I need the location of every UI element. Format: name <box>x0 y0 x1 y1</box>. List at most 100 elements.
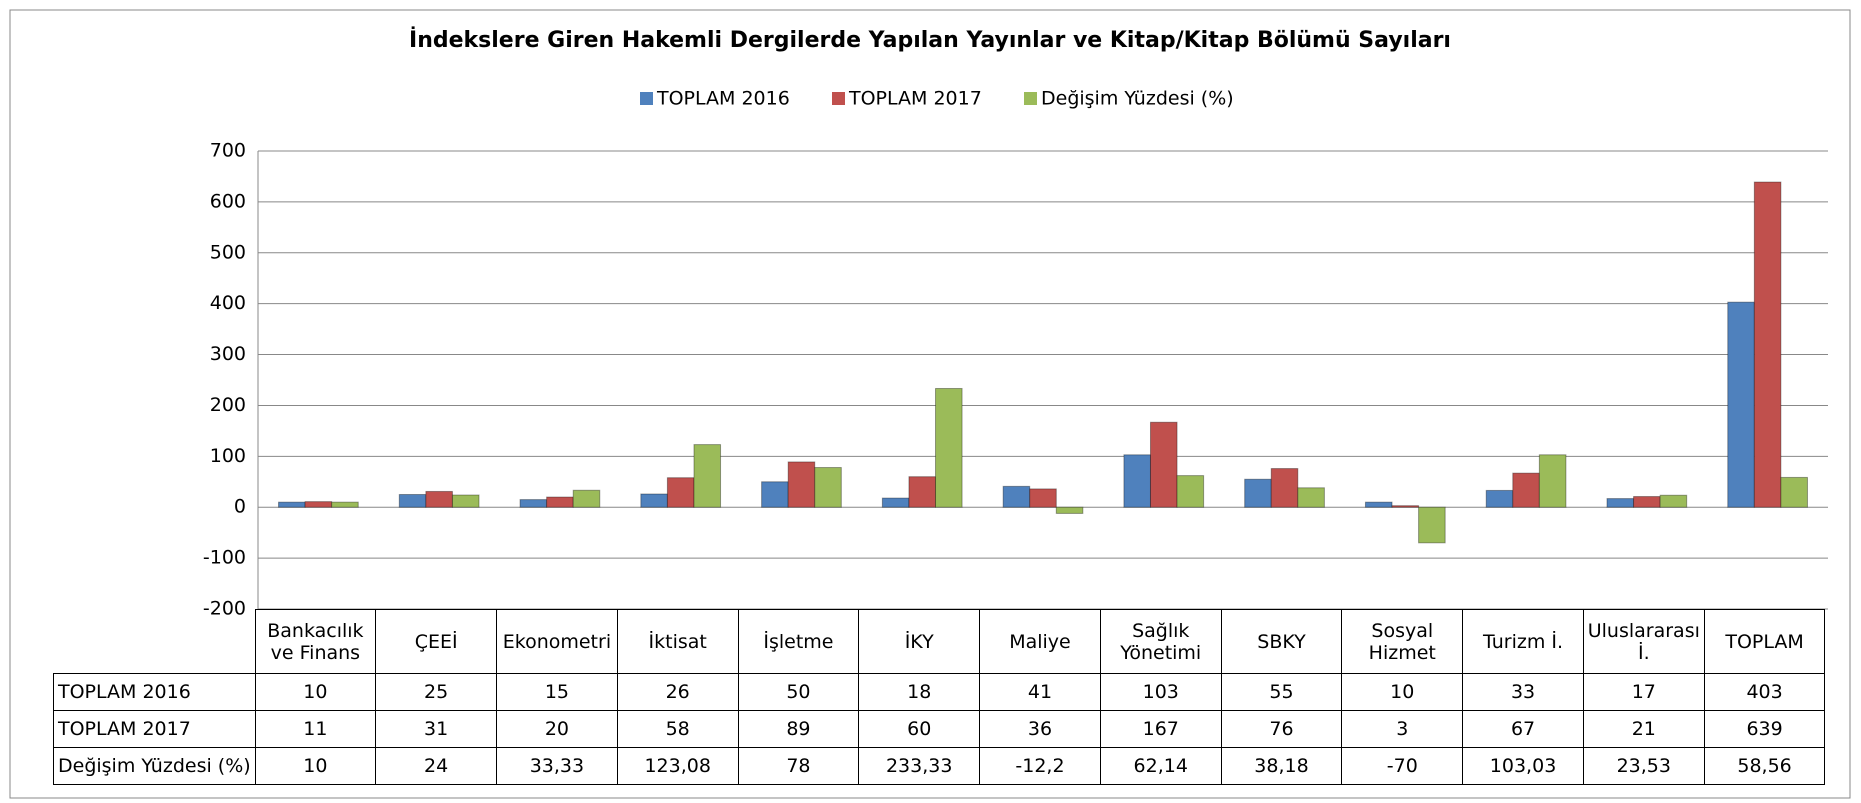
x-tick-label: TOPLAM <box>1703 609 1826 674</box>
table-cell: 78 <box>737 747 860 785</box>
legend-swatch <box>1024 92 1037 105</box>
y-tick-label: -100 <box>203 547 246 569</box>
legend-label: Değişim Yüzdesi (%) <box>1041 88 1234 110</box>
table-cell: 167 <box>1099 710 1222 748</box>
bar <box>1512 472 1540 508</box>
bar <box>1391 505 1420 508</box>
table-cell: 36 <box>979 710 1101 748</box>
bar <box>881 497 910 508</box>
bar <box>519 499 548 508</box>
bar <box>1780 476 1808 508</box>
x-tick-label: Sağlık Yönetimi <box>1099 609 1222 674</box>
bar <box>451 494 480 508</box>
table-cell: 89 <box>737 710 860 748</box>
table-row: Değişim Yüzdesi (%) 10 24 33,33 123,08 78 233,… <box>53 747 1826 785</box>
table-cell: 67 <box>1462 710 1584 748</box>
table-cell: 10 <box>254 747 377 785</box>
y-tick-label: -200 <box>203 598 246 620</box>
bar <box>693 444 722 508</box>
y-tick-label: 200 <box>210 394 246 416</box>
table-cell: -12,2 <box>979 747 1101 785</box>
bar <box>304 501 333 508</box>
bar <box>761 481 789 508</box>
chart-border <box>9 9 1851 799</box>
legend-swatch <box>832 92 845 105</box>
x-tick-label: Sosyal Hizmet <box>1341 609 1464 674</box>
table-cell: 62,14 <box>1099 747 1222 785</box>
bar <box>787 461 816 508</box>
bar <box>666 477 695 508</box>
x-tick-label: İşletme <box>737 609 860 674</box>
table-cell: 24 <box>375 747 498 785</box>
y-tick-label: 100 <box>210 445 246 467</box>
bar <box>331 501 359 508</box>
bar <box>1538 454 1567 508</box>
table-cell: 33,33 <box>496 747 618 785</box>
x-tick-label: Bankacılık ve Finans <box>254 609 377 674</box>
table-cell: -70 <box>1341 747 1464 785</box>
bar <box>1123 454 1151 508</box>
bar <box>1002 485 1031 508</box>
x-tick-label: Turizm İ. <box>1462 609 1584 674</box>
table-cell: 41 <box>979 673 1101 711</box>
row-label: TOPLAM 2016 <box>53 673 256 711</box>
table-cell: 123,08 <box>616 747 739 785</box>
x-tick-label: İKY <box>858 609 981 674</box>
y-tick-label: 400 <box>210 292 246 314</box>
table-cell: 10 <box>1341 673 1464 711</box>
y-tick-label: 300 <box>210 343 246 365</box>
table-cell: 26 <box>616 673 739 711</box>
bar <box>1418 506 1446 544</box>
bar <box>1055 506 1084 514</box>
bar <box>1659 494 1688 508</box>
table-cell: 233,33 <box>858 747 981 785</box>
legend-label: TOPLAM 2016 <box>656 88 790 110</box>
y-tick-label: 600 <box>210 190 246 212</box>
row-label: Değişim Yüzdesi (%) <box>53 747 256 785</box>
bar <box>1606 498 1635 508</box>
table-cell: 10 <box>254 673 377 711</box>
bar <box>572 489 601 508</box>
table-cell: 403 <box>1703 673 1826 711</box>
bar <box>908 476 937 508</box>
table-cell: 11 <box>254 710 377 748</box>
bar <box>1633 496 1661 508</box>
table-cell: 20 <box>496 710 618 748</box>
table-cell: 3 <box>1341 710 1464 748</box>
table-cell: 55 <box>1220 673 1343 711</box>
table-cell: 17 <box>1582 673 1705 711</box>
table-cell: 18 <box>858 673 981 711</box>
table-cell: 103,03 <box>1462 747 1584 785</box>
table-header-row: Bankacılık ve Finans ÇEEİ Ekonometri İktisa… <box>54 609 1826 674</box>
table-cell: 25 <box>375 673 498 711</box>
table-cell: 21 <box>1582 710 1705 748</box>
row-label: TOPLAM 2017 <box>53 710 256 748</box>
x-tick-label: Ekonometri <box>496 609 618 674</box>
bar <box>546 496 574 508</box>
x-tick-label: İktisat <box>616 609 739 674</box>
table-cell: 76 <box>1220 710 1343 748</box>
bar <box>935 387 963 508</box>
y-tick-label: 0 <box>234 496 246 518</box>
table-corner <box>54 610 256 674</box>
x-tick-label: Maliye <box>979 609 1101 674</box>
bar <box>398 494 427 508</box>
legend-swatch <box>640 92 653 105</box>
bar <box>278 501 306 508</box>
table-cell: 31 <box>375 710 498 748</box>
table-cell: 58 <box>616 710 739 748</box>
bar <box>1149 421 1178 508</box>
table-cell: 50 <box>737 673 860 711</box>
bar <box>1485 489 1514 508</box>
x-tick-label: ÇEEİ <box>375 609 498 674</box>
table-cell: 58,56 <box>1703 747 1826 785</box>
table-cell: 33 <box>1462 673 1584 711</box>
y-tick-label: 500 <box>210 241 246 263</box>
bar <box>1364 501 1393 508</box>
bar <box>640 493 668 508</box>
bar <box>1753 181 1782 508</box>
table-row: TOPLAM 2017 11 31 20 58 89 60 36 167 76 3 67 21 639 <box>53 710 1826 748</box>
bar <box>1176 475 1205 508</box>
